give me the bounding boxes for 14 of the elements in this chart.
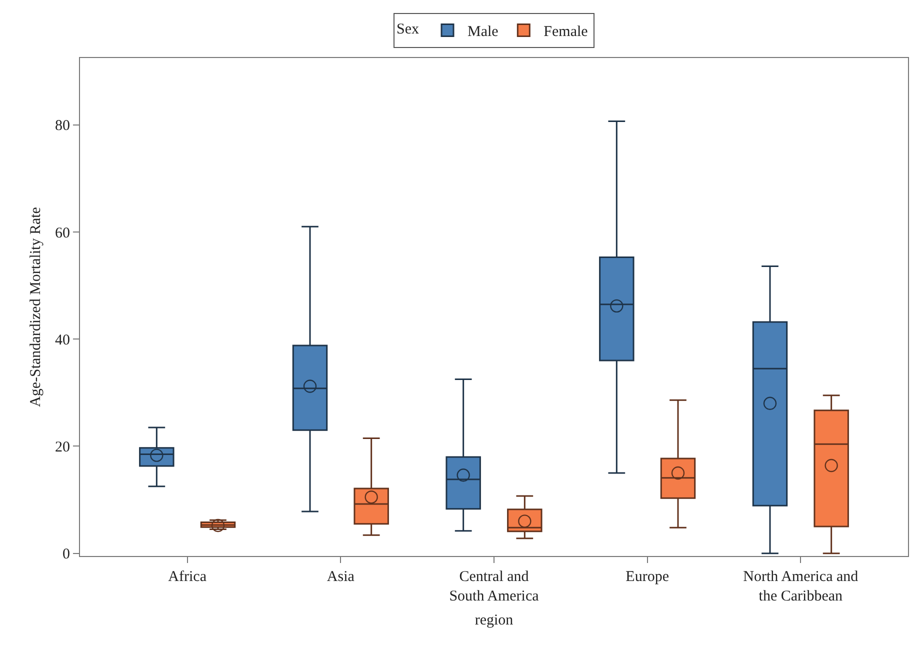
x-axis-title: region: [474, 612, 514, 628]
y-tick-label: 20: [55, 439, 70, 456]
y-tick-label: 60: [55, 225, 70, 242]
y-tick-label: 80: [55, 118, 70, 134]
y-tick-label: 40: [55, 332, 70, 348]
x-tick-label: Africa: [168, 569, 207, 585]
y-axis-title: Age-Standardized Mortality Rate: [28, 206, 44, 407]
x-tick-label: North America and the Caribbean: [743, 569, 859, 604]
legend-label: Male: [468, 24, 499, 40]
x-tick-label: Europe: [626, 569, 670, 585]
y-tick-label: 0: [62, 546, 70, 563]
legend-label: Female: [544, 24, 588, 40]
x-tick-label: Asia: [326, 569, 355, 585]
legend-title: Sex: [396, 22, 420, 38]
